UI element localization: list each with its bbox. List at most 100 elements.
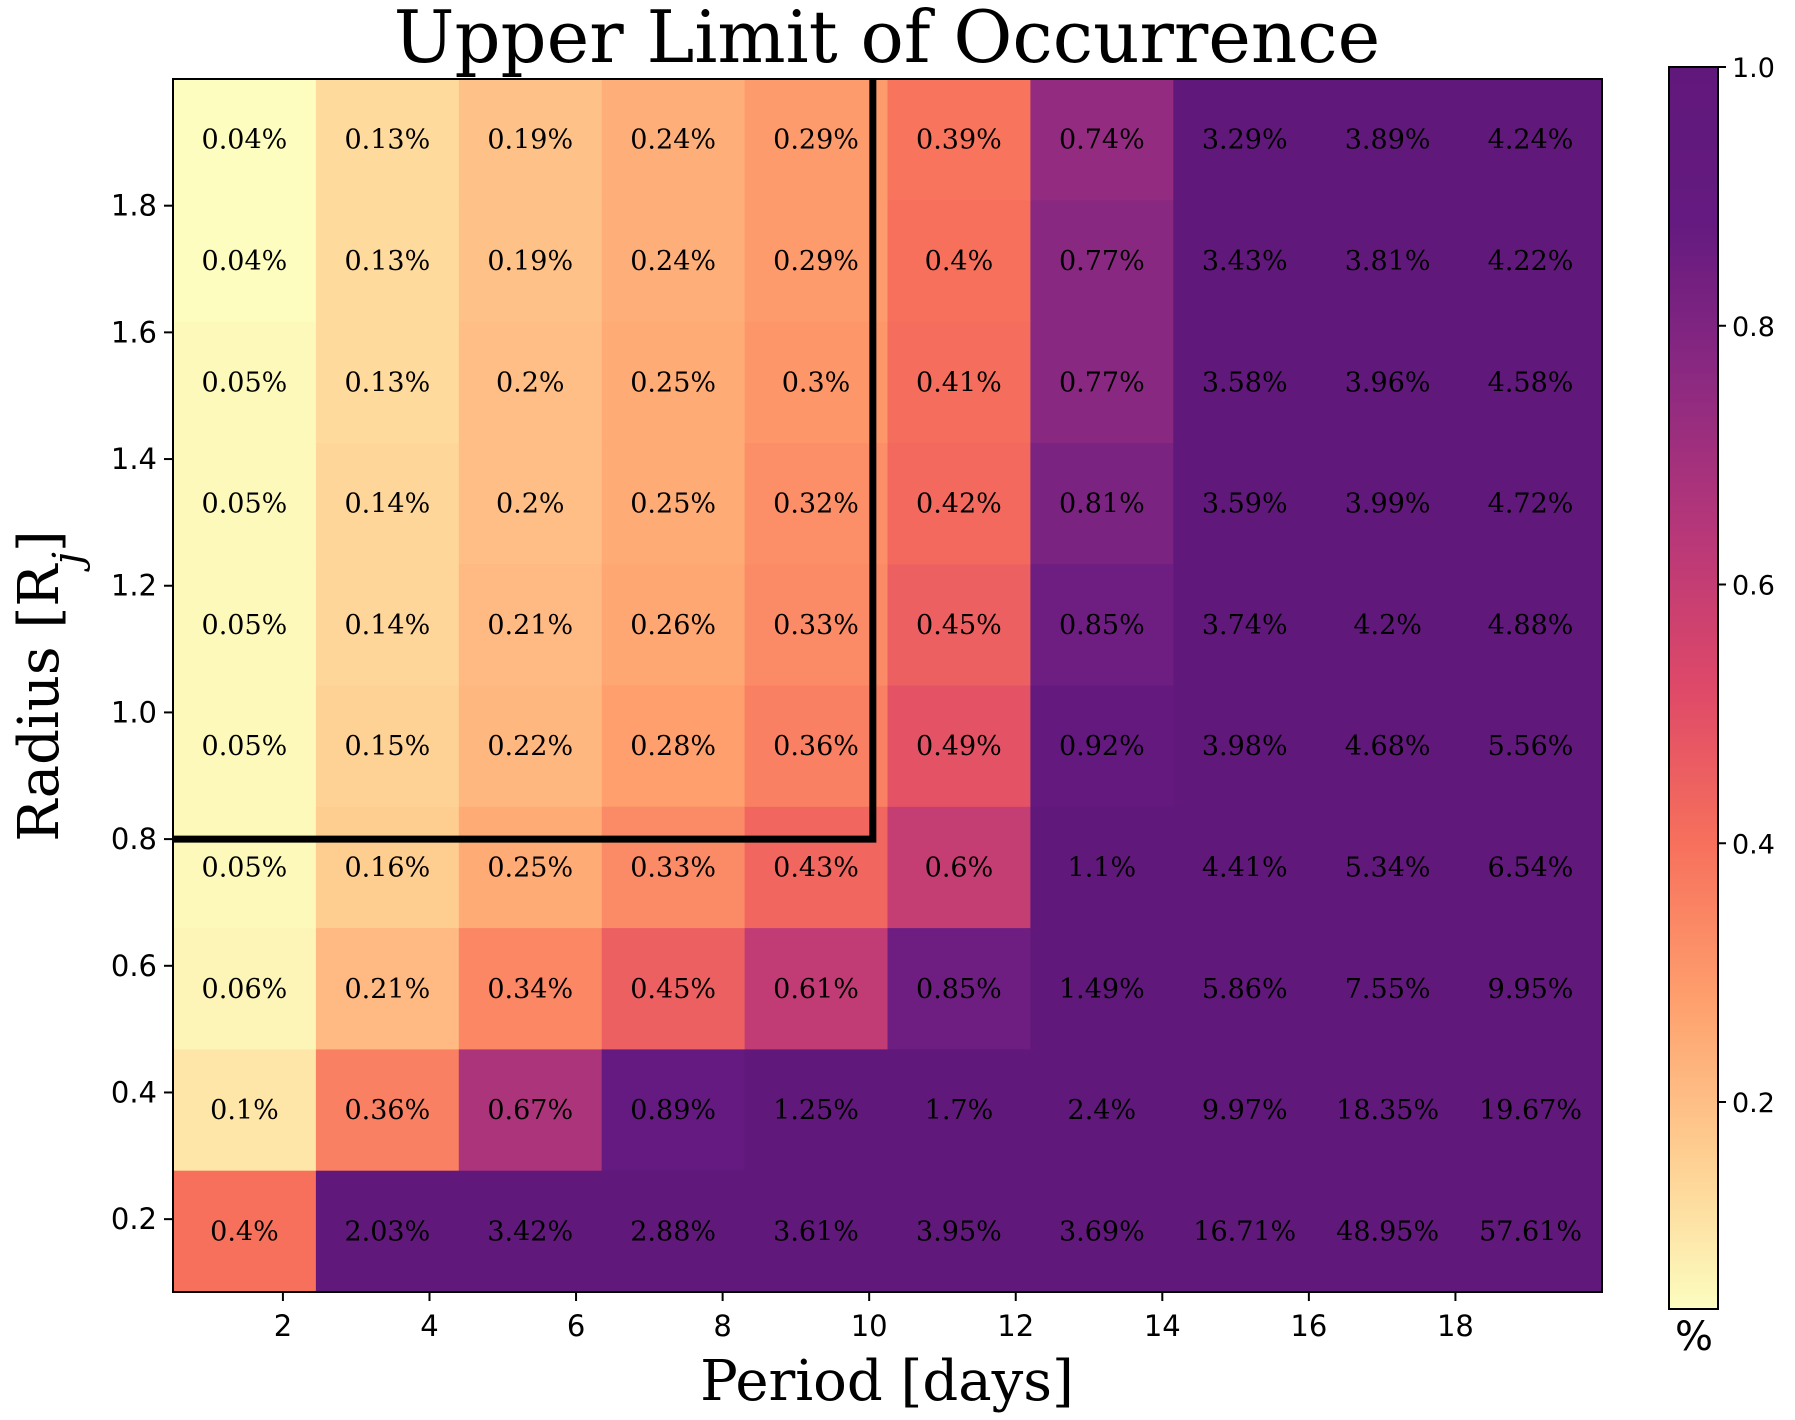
cell-value-label: 0.61% xyxy=(773,974,859,1005)
heatmap-cell xyxy=(173,806,317,929)
heatmap-cell xyxy=(315,564,460,687)
colorbar: 0.2 0.4 0.6 0.8 1.0 xyxy=(1668,53,1775,1310)
cell-value-label: 0.74% xyxy=(1059,125,1145,156)
heatmap-cell xyxy=(1459,1170,1603,1293)
heatmap-cell xyxy=(315,685,460,808)
cell-value-label: 4.24% xyxy=(1488,125,1574,156)
heatmap-cell xyxy=(601,1170,746,1293)
cell-value-label: 3.61% xyxy=(773,1216,859,1247)
heatmap-cell xyxy=(1173,806,1317,929)
heatmap-cell xyxy=(1316,806,1460,929)
heatmap-cell xyxy=(458,685,603,808)
heatmap-cell xyxy=(1316,442,1460,565)
heatmap-cell xyxy=(1316,1049,1460,1172)
y-axis-label-main: Radius [R xyxy=(7,563,72,842)
heatmap-cell xyxy=(458,928,603,1050)
cell-value-label: 0.04% xyxy=(202,125,288,156)
cell-value-label: 0.33% xyxy=(630,852,716,883)
heatmap-cell xyxy=(744,1170,889,1293)
heatmap-cell xyxy=(173,200,317,323)
cell-value-label: 0.24% xyxy=(630,246,716,277)
cell-value-label: 0.21% xyxy=(344,974,430,1005)
heatmap-cell xyxy=(458,1049,603,1172)
plot-frame xyxy=(172,78,1603,1293)
heatmap-cell xyxy=(601,1049,746,1172)
x-tick-label: 8 xyxy=(713,1309,731,1343)
heatmap-cell xyxy=(1030,806,1174,929)
cell-value-label: 0.04% xyxy=(202,246,288,277)
cell-value-label: 0.22% xyxy=(487,731,573,762)
cell-value-label: 0.2% xyxy=(496,489,565,520)
y-tick-label: 1.0 xyxy=(111,695,157,729)
cell-value-label: 3.89% xyxy=(1345,125,1431,156)
heatmap-cell xyxy=(173,1049,317,1172)
heatmap-cell xyxy=(1459,806,1603,929)
cell-value-label: 0.25% xyxy=(630,367,716,398)
cell-value-label: 3.95% xyxy=(916,1216,1002,1247)
cell-value-label: 0.45% xyxy=(916,610,1002,641)
x-tick-label: 16 xyxy=(1290,1309,1327,1343)
heatmap-cell xyxy=(1030,321,1174,444)
cell-value-label: 0.85% xyxy=(1059,610,1145,641)
heatmap-cell xyxy=(1030,79,1174,201)
heatmap-cell xyxy=(1173,685,1317,808)
heatmap-cell xyxy=(887,1170,1031,1293)
x-tick-label: 10 xyxy=(851,1309,888,1343)
cell-value-label: 5.86% xyxy=(1202,974,1288,1005)
cell-value-label: 3.98% xyxy=(1202,731,1288,762)
x-tick-label: 18 xyxy=(1437,1309,1474,1343)
heatmap-cell xyxy=(1030,685,1174,808)
cell-value-label: 1.25% xyxy=(773,1095,859,1126)
heatmap-cell xyxy=(458,442,603,565)
heatmap-cell xyxy=(1459,200,1603,323)
cell-value-label: 0.19% xyxy=(487,125,573,156)
cell-value-label: 3.96% xyxy=(1345,367,1431,398)
heatmap-cell xyxy=(173,442,317,565)
cell-value-label: 0.41% xyxy=(916,367,1002,398)
cell-value-label: 3.43% xyxy=(1202,246,1288,277)
cell-value-label: 0.45% xyxy=(630,974,716,1005)
heatmap-cell xyxy=(601,442,746,565)
heatmap-cell xyxy=(887,806,1031,929)
heatmap-cell xyxy=(1459,442,1603,565)
cell-value-label: 0.05% xyxy=(202,489,288,520)
heatmap-cell xyxy=(458,564,603,687)
cell-value-label: 0.14% xyxy=(344,610,430,641)
y-axis-ticks: 0.2 0.4 0.6 0.8 1.0 1.2 1.4 1.6 1.8 xyxy=(111,189,173,1236)
cell-value-label: 0.05% xyxy=(202,610,288,641)
cell-value-label: 0.77% xyxy=(1059,367,1145,398)
cell-value-label: 0.4% xyxy=(210,1216,279,1247)
cell-value-label: 0.29% xyxy=(773,246,859,277)
cell-value-label: 0.39% xyxy=(916,125,1002,156)
heatmap-cell xyxy=(887,200,1031,323)
cell-value-label: 0.21% xyxy=(487,610,573,641)
heatmap-cell xyxy=(601,200,746,323)
cell-value-label: 0.67% xyxy=(487,1095,573,1126)
cell-value-label: 0.36% xyxy=(344,1095,430,1126)
heatmap-cell xyxy=(1173,1049,1317,1172)
cell-value-label: 19.67% xyxy=(1479,1095,1582,1126)
heatmap-cell xyxy=(744,685,889,808)
cell-value-label: 4.41% xyxy=(1202,852,1288,883)
cell-value-label: 48.95% xyxy=(1336,1216,1439,1247)
cell-value-label: 3.74% xyxy=(1202,610,1288,641)
cell-value-label: 9.95% xyxy=(1488,974,1574,1005)
cell-value-label: 3.99% xyxy=(1345,489,1431,520)
cell-value-label: 3.59% xyxy=(1202,489,1288,520)
heatmap-cell xyxy=(1173,321,1317,444)
heatmap-cell xyxy=(601,79,746,201)
cell-value-label: 2.4% xyxy=(1068,1095,1137,1126)
heatmap-cell xyxy=(887,928,1031,1050)
cell-value-label: 0.85% xyxy=(916,974,1002,1005)
y-tick-label: 1.8 xyxy=(111,189,157,223)
cell-value-label: 9.97% xyxy=(1202,1095,1288,1126)
colorbar-tick-label: 1.0 xyxy=(1732,53,1775,84)
cell-value-label: 0.34% xyxy=(487,974,573,1005)
y-tick-label: 1.4 xyxy=(111,442,157,476)
heatmap-cell xyxy=(1316,928,1460,1050)
heatmap-cell xyxy=(458,321,603,444)
heatmap-cell xyxy=(315,79,460,201)
heatmap-cell xyxy=(315,1049,460,1172)
heatmap-cell xyxy=(744,200,889,323)
heatmap-cell xyxy=(173,564,317,687)
